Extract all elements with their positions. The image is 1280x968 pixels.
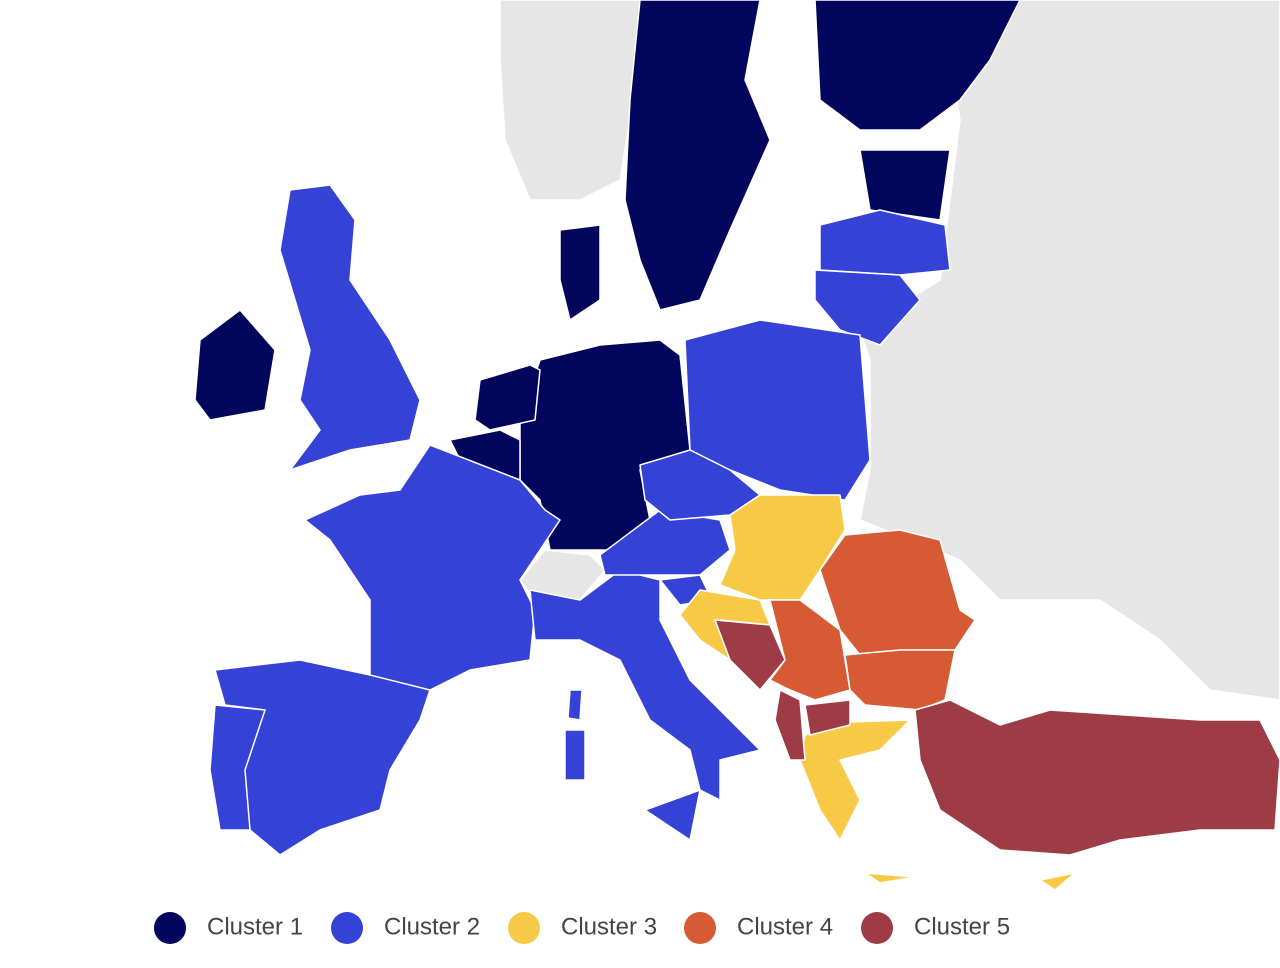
land <box>499 0 641 201</box>
country <box>624 0 771 311</box>
country <box>719 494 846 601</box>
country <box>804 699 851 736</box>
country <box>279 184 421 471</box>
legend-swatch <box>154 912 186 944</box>
legend-label: Cluster 2 <box>384 913 480 940</box>
country <box>474 364 541 431</box>
legend: Cluster 1 Cluster 2 Cluster 3 Cluster 4 Clus… <box>154 912 1010 944</box>
country <box>859 149 951 221</box>
legend-label: Cluster 5 <box>914 913 1010 940</box>
legend-swatch <box>508 912 540 944</box>
country <box>774 689 806 761</box>
legend-swatch <box>861 912 893 944</box>
country <box>559 224 601 321</box>
country <box>304 444 561 691</box>
legend-label: Cluster 3 <box>561 913 657 940</box>
country <box>864 872 916 884</box>
country <box>914 699 1280 856</box>
country <box>799 719 911 841</box>
country <box>567 689 583 721</box>
country <box>644 789 701 841</box>
legend-swatch <box>331 912 363 944</box>
countries <box>194 0 1280 891</box>
country <box>814 0 1021 131</box>
country <box>194 309 276 421</box>
country <box>814 269 921 346</box>
country <box>1039 872 1076 891</box>
country <box>819 529 976 656</box>
country <box>844 649 956 711</box>
legend-swatch <box>684 912 716 944</box>
country <box>714 619 786 691</box>
country <box>209 704 266 831</box>
legend-label: Cluster 4 <box>737 913 833 940</box>
legend-label: Cluster 1 <box>207 913 303 940</box>
country <box>564 729 586 781</box>
country <box>599 509 731 576</box>
country <box>819 209 951 276</box>
